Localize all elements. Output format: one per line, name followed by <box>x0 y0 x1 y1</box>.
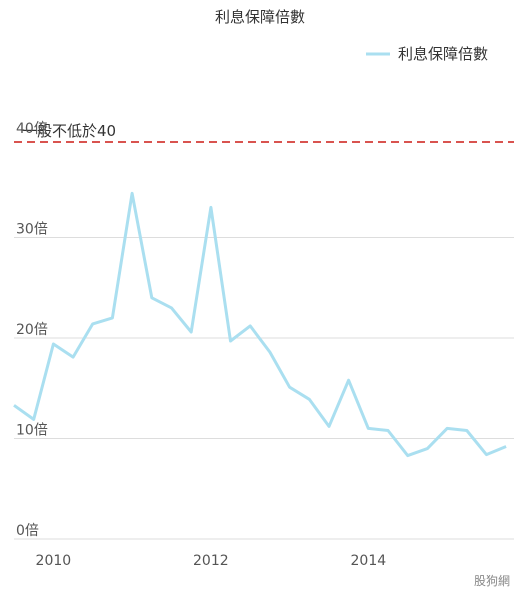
x-tick-label: 2012 <box>193 553 229 569</box>
x-tick-label: 2014 <box>351 553 387 569</box>
y-tick-label: 10倍 <box>16 423 48 439</box>
legend[interactable]: 利息保障倍數 <box>366 45 488 63</box>
chart-title: 利息保障倍數 <box>215 8 305 26</box>
legend-label: 利息保障倍數 <box>398 45 488 63</box>
reference-line-group: 一般不低於40 <box>14 122 514 144</box>
y-axis-ticks: 0倍 10倍 20倍 30倍 40倍 <box>16 121 48 539</box>
x-tick-label: 2010 <box>36 553 72 569</box>
credit-label: 股狗網 <box>474 574 510 588</box>
y-tick-label: 30倍 <box>16 222 48 238</box>
y-tick-label: 20倍 <box>16 322 48 338</box>
series-line[interactable] <box>13 191 507 458</box>
series-group <box>13 191 507 458</box>
reference-line-label: 一般不低於40 <box>22 122 116 140</box>
gridlines <box>14 237 514 540</box>
y-tick-label: 0倍 <box>16 523 39 539</box>
x-axis-ticks: 2010 2012 2014 <box>36 553 387 569</box>
y-tick-label: 40倍 <box>16 121 48 137</box>
